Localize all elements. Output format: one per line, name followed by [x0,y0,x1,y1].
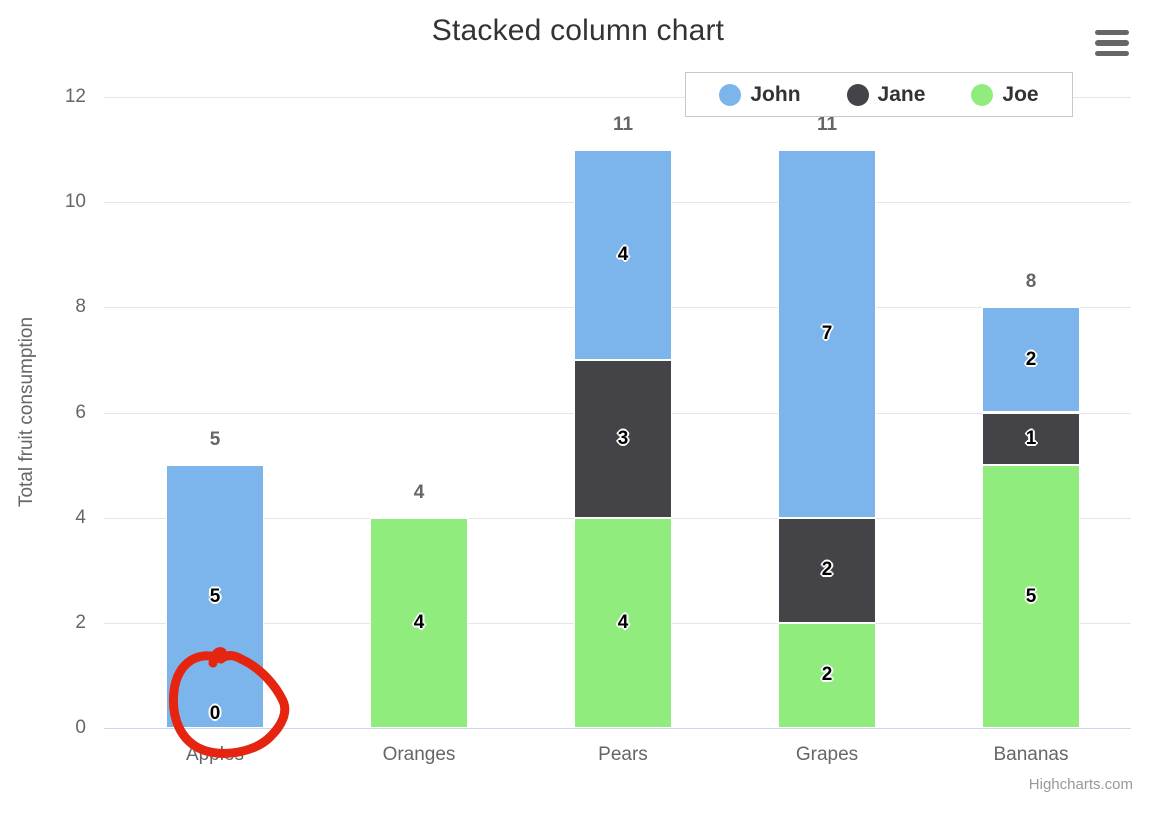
data-label: 5 [1025,585,1037,607]
hamburger-icon [1095,29,1129,36]
x-axis-category-label: Apples [185,744,245,765]
export-menu-button[interactable] [1092,27,1132,59]
x-axis-category-label: Bananas [993,744,1069,765]
data-label: 3 [617,427,629,449]
y-axis-tick-label: 4 [75,506,86,528]
bar-segment-jane-grapes[interactable] [778,517,876,623]
y-axis-tick-label: 6 [75,401,86,423]
data-label-zero: 0 [209,703,221,724]
data-label: 7 [821,322,833,344]
series-marker-icon [719,83,742,106]
legend-item-john[interactable]: John [719,82,801,107]
x-axis-category-label: Grapes [795,744,859,765]
bar-segment-joe-oranges[interactable] [370,517,468,728]
bar-segment-joe-bananas[interactable] [982,465,1080,728]
bar-segment-jane-bananas[interactable] [982,412,1080,466]
y-axis-tick-label: 0 [75,717,86,738]
data-label: 5 [209,585,221,607]
legend-label: Jane [877,82,926,106]
x-axis-category-label: Pears [598,744,648,765]
y-axis-tick-label: 10 [64,191,86,213]
gridline [104,97,1131,98]
data-label: 4 [413,611,425,633]
stack-total-label: 5 [209,429,221,451]
legend-label: John [750,82,801,106]
x-axis-category-label: Oranges [382,744,456,765]
legend-item-joe[interactable]: Joe [971,82,1039,107]
bar-segment-john-grapes[interactable] [778,149,876,518]
data-label: 2 [1025,348,1037,370]
stack-total-label: 4 [413,481,425,503]
series-marker-icon [971,83,994,106]
bar-segment-john-bananas[interactable] [982,307,1080,413]
x-axis-line [104,728,1131,729]
y-axis-tick-label: 8 [75,296,86,318]
legend-label: Joe [1002,82,1039,106]
legend: John Jane Joe [685,72,1073,117]
stack-total-label: 11 [816,113,838,135]
bar-segment-john-pears[interactable] [574,149,672,360]
hamburger-icon [1095,50,1129,57]
data-label: 4 [617,611,629,633]
data-label: 4 [617,243,629,265]
legend-item-jane[interactable]: Jane [846,82,926,107]
hamburger-icon [1095,40,1129,46]
series-marker-icon [846,83,869,106]
data-label: 2 [821,664,833,686]
stack-total-label: 8 [1025,271,1037,293]
bar-segment-jane-pears[interactable] [574,359,672,518]
y-axis-tick-label: 12 [64,86,86,107]
y-axis-tick-label: 2 [75,611,86,633]
chart-title: Stacked column chart [431,14,725,47]
data-label: 1 [1025,427,1037,449]
bar-segment-joe-grapes[interactable] [778,622,876,728]
credits-link[interactable]: Highcharts.com [1028,776,1133,793]
bar-segment-joe-pears[interactable] [574,517,672,728]
stack-total-label: 11 [612,113,634,135]
data-label: 2 [821,559,833,581]
